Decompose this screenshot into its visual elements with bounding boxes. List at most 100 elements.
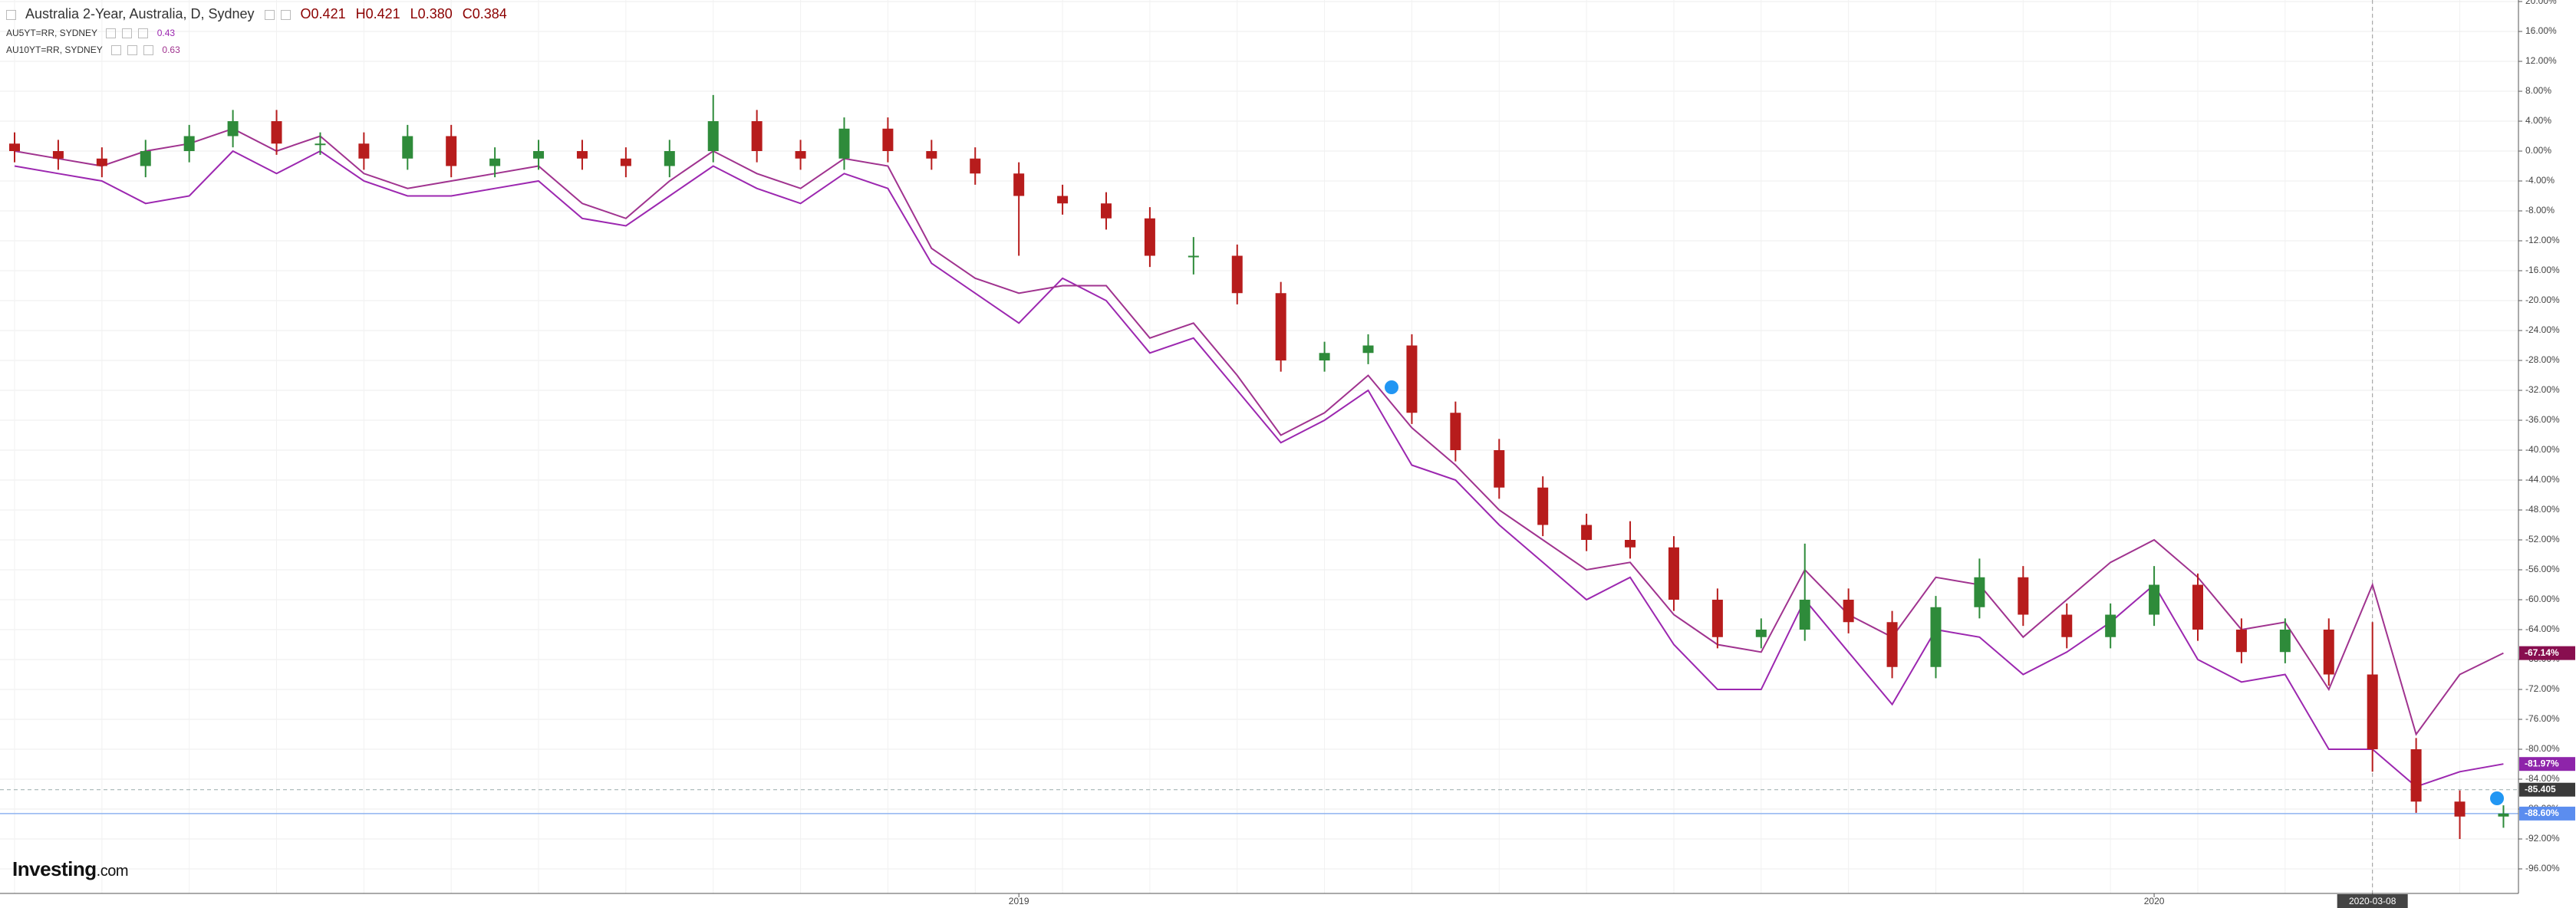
candle-body [1711, 600, 1723, 637]
x-tick-label: 2019 [1009, 896, 1029, 906]
ohlc-label: O0.421 [300, 6, 346, 21]
candle-body [2018, 577, 2029, 615]
legend-icon[interactable] [264, 9, 275, 20]
legend-icon[interactable] [127, 45, 138, 56]
candle-body [533, 151, 545, 159]
candle-body [795, 151, 806, 159]
candle-body [1843, 600, 1854, 623]
legend-icon[interactable] [280, 9, 291, 20]
candle-body [1625, 540, 1636, 548]
y-tick-label: -24.00% [2525, 324, 2560, 335]
candle-body [52, 151, 64, 159]
candle-body [970, 158, 981, 174]
candle-body [358, 143, 370, 159]
candle-body [2323, 630, 2334, 675]
candle-body [1144, 218, 1155, 256]
y-tick-label: -48.00% [2525, 504, 2560, 515]
y-tick-label: -56.00% [2525, 564, 2560, 574]
price-label: -81.97% [2525, 758, 2559, 768]
candle-body [620, 158, 631, 166]
y-tick-label: -8.00% [2525, 205, 2555, 215]
y-tick-label: -40.00% [2525, 444, 2560, 455]
y-tick-label: 8.00% [2525, 85, 2551, 96]
series-line [14, 150, 2504, 788]
event-marker[interactable] [2490, 791, 2504, 805]
y-tick-label: -64.00% [2525, 623, 2560, 634]
candle-body [2498, 813, 2509, 817]
candle-body [1188, 255, 1199, 258]
price-badge [2519, 806, 2575, 821]
collapse-icon[interactable] [6, 9, 16, 20]
legend-name: AU10YT=RR, SYDNEY [6, 44, 103, 55]
candle-body [1799, 600, 1810, 630]
legend-value: 0.63 [162, 44, 180, 55]
candle-body [2061, 614, 2073, 637]
candle-body [315, 143, 326, 146]
y-tick-label: -72.00% [2525, 683, 2560, 694]
candle-body [2235, 630, 2247, 653]
candle-body [1668, 547, 1679, 600]
candle-body [882, 128, 894, 151]
candle-body [489, 158, 501, 166]
candle-body [1101, 203, 1112, 219]
candle-body [1362, 345, 1374, 354]
candle-body [183, 136, 195, 151]
candle-body [271, 121, 282, 144]
watermark-suffix: .com [96, 863, 129, 880]
candle-body [576, 151, 588, 159]
legend-series: AU5YT=RR, SYDNEY 0.43 [6, 28, 181, 39]
legend-title: Australia 2-Year, Australia, D, Sydney [25, 6, 255, 21]
candle-body [1319, 353, 1330, 360]
legend-icon[interactable] [122, 28, 133, 39]
price-badge [2519, 646, 2575, 660]
legend-name: AU5YT=RR, SYDNEY [6, 28, 98, 38]
candle-body [1581, 525, 1593, 540]
candle-body [751, 121, 763, 151]
price-label: -85.405 [2525, 784, 2556, 794]
candle-body [707, 121, 719, 151]
ohlc-label: H0.421 [355, 6, 400, 21]
y-tick-label: -16.00% [2525, 265, 2560, 275]
legend-main: Australia 2-Year, Australia, D, Sydney O… [6, 6, 513, 22]
candle-body [1231, 255, 1243, 294]
price-label: -67.14% [2525, 647, 2559, 658]
legend-icon[interactable] [111, 45, 122, 56]
candle-body [1450, 413, 1461, 450]
legend-icon[interactable] [106, 28, 117, 39]
y-tick-label: -96.00% [2525, 863, 2560, 873]
price-label: -88.60% [2525, 808, 2559, 818]
candle-body [1974, 577, 1985, 607]
candle-body [1930, 607, 1942, 667]
candle-body [446, 136, 457, 166]
candle-body [1057, 196, 1069, 204]
legend-icon[interactable] [138, 28, 149, 39]
candle-body [2149, 584, 2160, 615]
candle-body [838, 128, 850, 159]
candle-body [1886, 622, 1898, 667]
price-badge [2519, 782, 2575, 797]
candle-body [664, 151, 675, 166]
y-tick-label: -32.00% [2525, 384, 2560, 395]
candle-body [140, 151, 151, 166]
candle-body [1494, 450, 1505, 488]
event-marker[interactable] [1385, 380, 1398, 394]
y-tick-label: 12.00% [2525, 55, 2557, 66]
plot [9, 94, 2509, 839]
candle-body [9, 143, 20, 151]
candle-body [1755, 630, 1767, 637]
watermark: Investing.com [12, 857, 128, 881]
y-tick-label: -52.00% [2525, 534, 2560, 544]
y-tick-label: -76.00% [2525, 713, 2560, 724]
legend-icon[interactable] [143, 45, 154, 56]
axes: 20.00% 16.00% 12.00% 8.00% 4.00% 0.00% -4.00% -… [1009, 0, 2575, 908]
watermark-brand: Investing [12, 857, 97, 880]
candle-body [2367, 674, 2378, 749]
candle-body [926, 151, 937, 159]
candle-body [2410, 749, 2422, 802]
candle-body [2279, 630, 2291, 653]
y-tick-label: -4.00% [2525, 175, 2555, 186]
candle-body [227, 121, 239, 137]
